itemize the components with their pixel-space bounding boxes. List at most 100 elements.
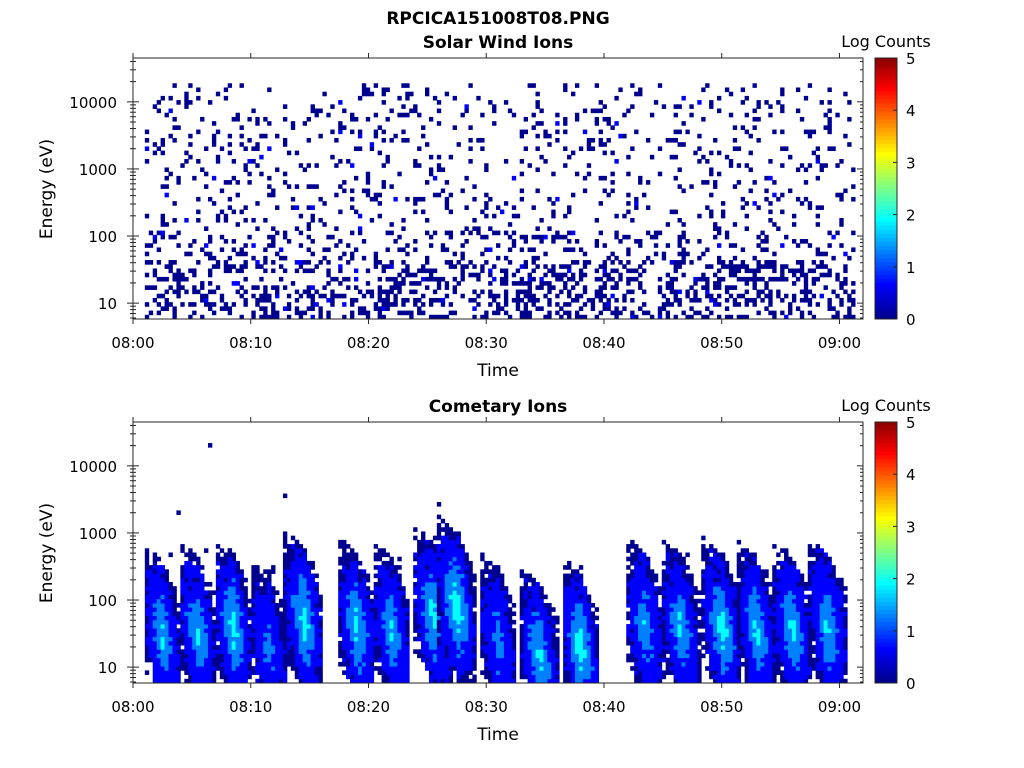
spectrogram-cell	[598, 297, 603, 303]
spectrogram-cell	[350, 163, 355, 168]
spectrogram-cell	[543, 133, 548, 139]
spectrogram-cell	[760, 264, 765, 269]
spectrogram-cell	[207, 590, 213, 595]
spectrogram-cell	[484, 581, 489, 587]
spectrogram-cell	[227, 268, 233, 274]
spectrogram-cell	[204, 243, 209, 248]
spectrogram-cell	[499, 636, 505, 642]
spectrogram-cell	[417, 560, 422, 566]
spectrogram-cell	[531, 260, 536, 265]
spectrogram-cell	[294, 539, 300, 545]
spectrogram-cell	[357, 226, 363, 231]
spectrogram-cell	[144, 657, 150, 663]
spectrogram-cell	[610, 180, 615, 185]
spectrogram-cell	[574, 670, 580, 675]
spectrogram-cell	[350, 624, 355, 629]
spectrogram-cell	[282, 653, 288, 659]
spectrogram-cell	[184, 577, 189, 583]
colorbar-swatch	[875, 298, 897, 304]
spectrogram-cell	[740, 125, 746, 130]
spectrogram-cell	[259, 577, 264, 583]
spectrogram-cell	[227, 594, 233, 600]
spectrogram-cell	[184, 632, 189, 638]
spectrogram-cell	[346, 603, 351, 608]
spectrogram-cell	[539, 306, 544, 311]
spectrogram-cell	[211, 133, 217, 139]
spectrogram-cell	[267, 234, 272, 240]
spectrogram-cell	[519, 573, 525, 579]
spectrogram-cell	[425, 640, 430, 646]
spectrogram-cell	[799, 163, 805, 168]
spectrogram-cell	[393, 661, 398, 667]
spectrogram-cell	[831, 306, 836, 311]
spectrogram-cell	[168, 607, 173, 612]
spectrogram-cell	[582, 289, 588, 295]
spectrogram-cell	[630, 83, 635, 88]
spectrogram-cell	[827, 129, 832, 135]
spectrogram-cell	[267, 297, 272, 303]
spectrogram-cell	[634, 91, 639, 97]
spectrogram-cell	[357, 661, 363, 667]
spectrogram-cell	[425, 87, 430, 93]
spectrogram-cell	[263, 598, 268, 604]
spectrogram-cell	[638, 180, 643, 185]
spectrogram-cell	[531, 586, 536, 591]
spectrogram-cell	[551, 678, 556, 684]
spectrogram-cell	[310, 573, 315, 579]
spectrogram-cell	[188, 603, 193, 608]
spectrogram-cell	[286, 615, 292, 621]
spectrogram-cell	[574, 594, 580, 600]
spectrogram-cell	[168, 636, 173, 642]
spectrogram-cell	[259, 264, 264, 269]
spectrogram-cell	[346, 666, 351, 671]
spectrogram-cell	[369, 628, 375, 633]
spectrogram-cell	[681, 247, 686, 253]
spectrogram-cell	[168, 615, 173, 621]
spectrogram-cell	[350, 552, 355, 558]
spectrogram-cell	[365, 666, 371, 671]
spectrogram-cell	[401, 632, 406, 638]
spectrogram-cell	[460, 645, 465, 650]
spectrogram-cell	[661, 293, 667, 299]
spectrogram-cell	[673, 112, 678, 118]
spectrogram-cell	[373, 133, 379, 139]
spectrogram-cell	[440, 581, 446, 587]
spectrogram-cell	[551, 234, 556, 240]
spectrogram-cell	[215, 556, 221, 562]
spectrogram-cell	[499, 611, 505, 617]
spectrogram-cell	[586, 615, 592, 621]
spectrogram-cell	[413, 556, 418, 562]
spectrogram-cell	[302, 670, 308, 675]
spectrogram-cell	[144, 569, 150, 574]
spectrogram-cell	[464, 653, 469, 659]
spectrogram-cell	[507, 611, 513, 617]
spectrogram-cell	[227, 180, 233, 185]
spectrogram-cell	[472, 586, 477, 591]
spectrogram-cell	[286, 594, 292, 600]
spectrogram-cell	[381, 569, 386, 574]
y-tick-label: 10000	[69, 94, 117, 112]
spectrogram-cell	[432, 586, 438, 591]
spectrogram-cell	[377, 293, 382, 299]
spectrogram-cell	[247, 628, 252, 633]
spectrogram-cell	[728, 272, 734, 278]
spectrogram-cell	[148, 573, 154, 579]
spectrogram-cell	[665, 297, 671, 303]
spectrogram-cell	[827, 272, 832, 278]
spectrogram-cell	[377, 586, 382, 591]
spectrogram-cell	[464, 670, 469, 675]
spectrogram-cell	[223, 678, 229, 684]
spectrogram-cell	[519, 598, 525, 604]
spectrogram-cell	[405, 95, 410, 101]
spectrogram-cell	[567, 670, 572, 675]
spectrogram-cell	[247, 653, 252, 659]
spectrogram-cell	[310, 645, 315, 650]
spectrogram-cell	[239, 678, 244, 684]
spectrogram-cell	[527, 628, 532, 633]
spectrogram-cell	[346, 661, 351, 667]
spectrogram-cell	[685, 289, 690, 295]
spectrogram-cell	[342, 108, 347, 114]
colorbar-swatch	[875, 225, 897, 230]
spectrogram-cell	[357, 133, 363, 139]
spectrogram-cell	[263, 624, 268, 629]
